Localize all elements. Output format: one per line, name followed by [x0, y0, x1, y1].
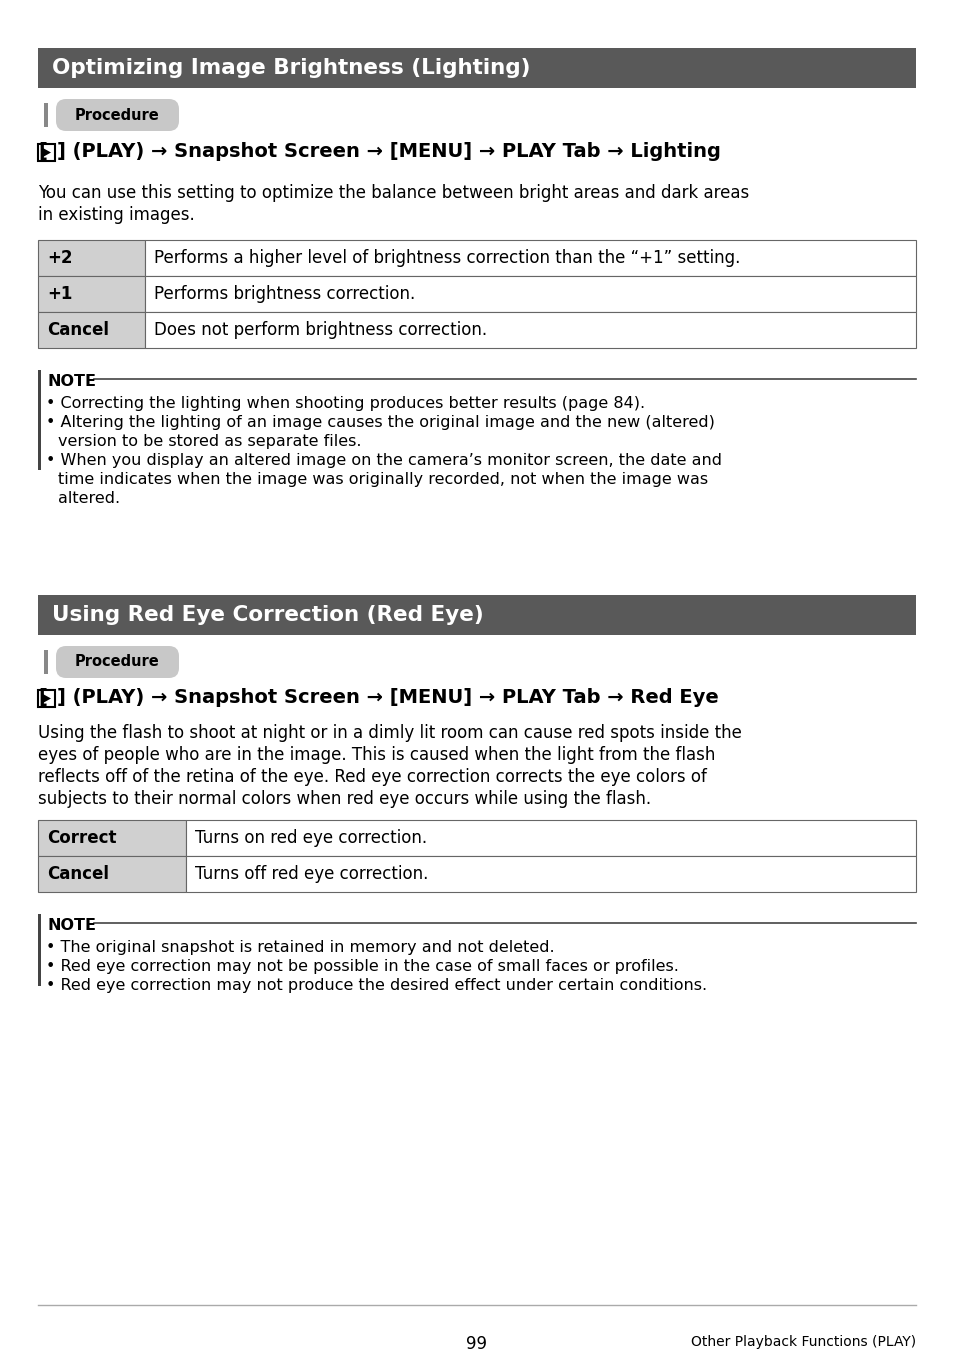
Text: eyes of people who are in the image. This is caused when the light from the flas: eyes of people who are in the image. Thi… — [38, 746, 715, 764]
Text: Cancel: Cancel — [47, 864, 109, 883]
Bar — [44, 650, 48, 674]
Text: NOTE: NOTE — [48, 375, 97, 389]
Polygon shape — [42, 148, 51, 157]
Text: Using Red Eye Correction (Red Eye): Using Red Eye Correction (Red Eye) — [52, 605, 483, 626]
Text: Procedure: Procedure — [75, 107, 160, 122]
Text: [: [ — [38, 688, 47, 707]
Text: version to be stored as separate files.: version to be stored as separate files. — [58, 434, 361, 449]
Bar — [38, 820, 186, 856]
Text: Turns off red eye correction.: Turns off red eye correction. — [194, 864, 428, 883]
Text: • The original snapshot is retained in memory and not deleted.: • The original snapshot is retained in m… — [46, 940, 554, 955]
Text: reflects off of the retina of the eye. Red eye correction corrects the eye color: reflects off of the retina of the eye. R… — [38, 768, 706, 786]
Bar — [38, 594, 915, 635]
Text: in existing images.: in existing images. — [38, 206, 194, 224]
Bar — [38, 47, 915, 88]
Bar — [186, 820, 915, 856]
Text: time indicates when the image was originally recorded, not when the image was: time indicates when the image was origin… — [58, 472, 707, 487]
Text: You can use this setting to optimize the balance between bright areas and dark a: You can use this setting to optimize the… — [38, 185, 748, 202]
Text: altered.: altered. — [58, 491, 120, 506]
Text: Cancel: Cancel — [47, 322, 109, 339]
Bar — [38, 275, 145, 312]
Text: • Red eye correction may not be possible in the case of small faces or profiles.: • Red eye correction may not be possible… — [46, 959, 679, 974]
Bar — [38, 370, 41, 470]
Text: • Correcting the lighting when shooting produces better results (page 84).: • Correcting the lighting when shooting … — [46, 396, 644, 411]
Bar — [38, 915, 41, 987]
Text: Performs brightness correction.: Performs brightness correction. — [153, 285, 415, 303]
Text: Does not perform brightness correction.: Does not perform brightness correction. — [153, 322, 487, 339]
Text: Performs a higher level of brightness correction than the “+1” setting.: Performs a higher level of brightness co… — [153, 248, 740, 267]
Text: • Red eye correction may not produce the desired effect under certain conditions: • Red eye correction may not produce the… — [46, 978, 706, 993]
Text: • When you display an altered image on the camera’s monitor screen, the date and: • When you display an altered image on t… — [46, 453, 721, 468]
Text: 99: 99 — [466, 1335, 487, 1353]
Text: +1: +1 — [47, 285, 72, 303]
Bar — [145, 312, 915, 347]
Text: ] (PLAY) → Snapshot Screen → [MENU] → PLAY Tab → Lighting: ] (PLAY) → Snapshot Screen → [MENU] → PL… — [57, 142, 720, 161]
Text: • Altering the lighting of an image causes the original image and the new (alter: • Altering the lighting of an image caus… — [46, 415, 714, 430]
Bar — [186, 856, 915, 892]
Bar — [38, 856, 186, 892]
Bar — [38, 240, 145, 275]
Text: Procedure: Procedure — [75, 654, 160, 669]
Text: subjects to their normal colors when red eye occurs while using the flash.: subjects to their normal colors when red… — [38, 790, 651, 807]
Text: NOTE: NOTE — [48, 917, 97, 934]
Text: Optimizing Image Brightness (Lighting): Optimizing Image Brightness (Lighting) — [52, 58, 530, 77]
FancyBboxPatch shape — [56, 646, 179, 678]
Text: Turns on red eye correction.: Turns on red eye correction. — [194, 829, 427, 847]
Bar — [38, 144, 55, 161]
Text: ] (PLAY) → Snapshot Screen → [MENU] → PLAY Tab → Red Eye: ] (PLAY) → Snapshot Screen → [MENU] → PL… — [57, 688, 718, 707]
Text: +2: +2 — [47, 248, 72, 267]
Text: [: [ — [38, 142, 47, 161]
Polygon shape — [42, 693, 51, 703]
Bar — [145, 240, 915, 275]
Bar — [145, 275, 915, 312]
FancyBboxPatch shape — [56, 99, 179, 132]
Bar — [44, 103, 48, 128]
Text: Using the flash to shoot at night or in a dimly lit room can cause red spots ins: Using the flash to shoot at night or in … — [38, 725, 741, 742]
Text: Correct: Correct — [47, 829, 116, 847]
Text: Other Playback Functions (PLAY): Other Playback Functions (PLAY) — [690, 1335, 915, 1349]
Bar — [38, 689, 55, 707]
Bar — [38, 312, 145, 347]
